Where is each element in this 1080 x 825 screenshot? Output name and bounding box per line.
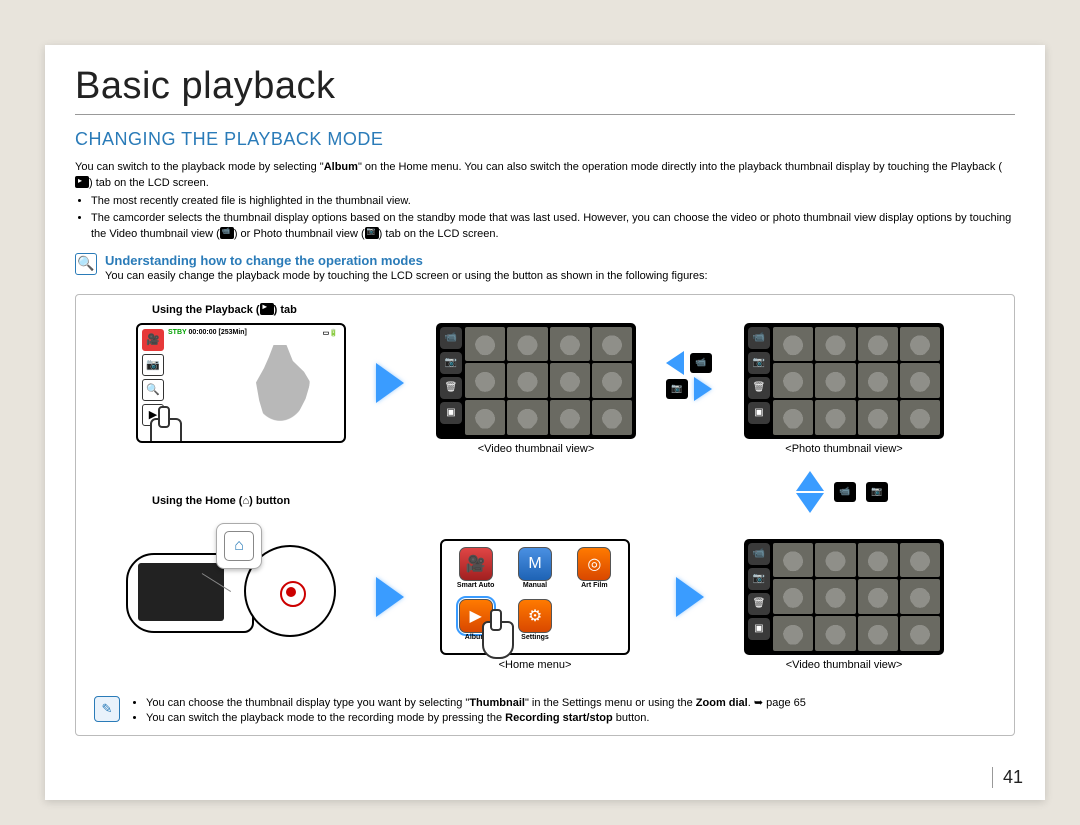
intro-text: You can switch to the playback mode by s… [75,160,1015,243]
app-label: Manual [523,582,547,589]
thumbnail-grid[interactable] [465,327,632,435]
arrow-up-icon [796,471,824,491]
camera-mode-icon[interactable]: ▣ [440,402,462,424]
video-thumb-panel: 📹 📷 🗑 ▣ <Video thumbnail view> [436,323,636,455]
photo-mini-icon: 📷 [666,379,688,399]
home-button-icon[interactable]: ⌂ [224,531,254,561]
thumbnail-grid-2[interactable] [773,327,940,435]
home-button-label: Using the Home (⌂) button [152,495,290,507]
app-settings-icon[interactable]: ⚙ [518,599,552,633]
arrow-right-icon [376,363,404,403]
note-icon: ✎ [94,696,120,722]
playback-tab-icon-small [260,303,274,315]
video-thumb-icon [220,227,234,239]
camera-mode-icon-2[interactable]: ▣ [748,402,770,424]
home-menu[interactable]: 🎥Smart Auto MManual ◎Art Film ▶Album ⚙Se… [440,539,630,655]
arrow-right-icon-3 [676,577,704,617]
manual-page: Basic playback CHANGING THE PLAYBACK MOD… [45,45,1045,800]
photo-tab-icon[interactable]: 📷 [440,352,462,374]
zoom-icon[interactable]: 🔍 [142,379,164,401]
caption-home: <Home menu> [440,659,630,671]
app-manual-icon[interactable]: M [518,547,552,581]
section-title: CHANGING THE PLAYBACK MODE [75,129,1015,150]
stby-label: STBY [168,329,187,336]
photo-tab-icon-3[interactable]: 📷 [748,568,770,590]
home-button-callout: ⌂ [216,523,262,569]
subhead-desc: You can easily change the playback mode … [105,270,708,282]
arrow-left-icon [666,351,684,375]
photo-mode-icon[interactable]: 📷 [142,354,164,376]
note-2: You can switch the playback mode to the … [146,711,806,726]
remain-label: [253Min] [218,329,246,336]
subhead-title: Understanding how to change the operatio… [105,253,708,268]
intro-p1a: You can switch to the playback mode by s… [75,161,324,173]
video-mini-icon: 📹 [690,353,712,373]
page-title: Basic playback [75,65,1015,115]
app-smart-auto-icon[interactable]: 🎥 [459,547,493,581]
playback-tab-icon [75,176,89,188]
delete-icon[interactable]: 🗑 [440,377,462,399]
photo-tab-icon-2[interactable]: 📷 [748,352,770,374]
note-box: ✎ You can choose the thumbnail display t… [94,696,996,727]
caption-photo: <Photo thumbnail view> [744,443,944,455]
hand-cursor-icon [144,406,184,443]
delete-icon-3[interactable]: 🗑 [748,593,770,615]
time-label: 00:00:00 [189,329,217,336]
intro-p1c: " on the Home menu. You can also switch … [358,161,1002,173]
photo-thumb-panel: 📹 📷 🗑 ▣ <Photo thumbnail view> [744,323,944,455]
page-number: 41 [992,767,1023,788]
camera-mode-icon-3[interactable]: ▣ [748,618,770,640]
photo-mini-icon-2: 📷 [866,482,888,502]
arrow-right-icon-2 [376,577,404,617]
lcd-screen: STBY 00:00:00 [253Min] ▭🔋 🎥 📷 🔍 ▶ [136,323,346,443]
video-tab-icon[interactable]: 📹 [440,327,462,349]
intro-p1d: ) tab on the LCD screen. [89,177,209,189]
preview-silhouette [240,345,320,435]
arrow-down-icon [796,493,824,513]
video-tab-icon-3[interactable]: 📹 [748,543,770,565]
caption-video: <Video thumbnail view> [436,443,636,455]
subheading-row: 🔍 Understanding how to change the operat… [75,253,1015,282]
intro-album-bold: Album [324,161,358,173]
magnifier-icon: 🔍 [75,253,97,275]
app-label: Smart Auto [457,582,494,589]
app-label: Art Film [581,582,607,589]
home-menu-panel: 🎥Smart Auto MManual ◎Art Film ▶Album ⚙Se… [440,539,630,671]
delete-icon-2[interactable]: 🗑 [748,377,770,399]
lcd-label: Using the Playback () tab [152,303,297,316]
arrow-right-small-icon [694,377,712,401]
note-1: You can choose the thumbnail display typ… [146,696,806,711]
app-art-film-icon[interactable]: ◎ [577,547,611,581]
camcorder-illustration: ⌂ [126,527,336,647]
video-mini-icon-2: 📹 [834,482,856,502]
hand-cursor-icon-2 [476,609,516,659]
video-tab-icon-2[interactable]: 📹 [748,327,770,349]
thumbnail-grid-3[interactable] [773,543,940,651]
intro-bullet1: The most recently created file is highli… [91,194,1015,210]
battery-icon: ▭🔋 [323,329,338,337]
caption-video-2: <Video thumbnail view> [744,659,944,671]
intro-bullet2: The camcorder selects the thumbnail disp… [91,211,1015,243]
photo-thumb-icon [365,227,379,239]
figure-box: Using the Playback () tab STBY 00:00:00 … [75,294,1015,736]
record-mode-icon[interactable]: 🎥 [142,329,164,351]
app-label: Settings [521,634,549,641]
video-thumb-panel-2: 📹 📷 🗑 ▣ <Video thumbnail view> [744,539,944,671]
